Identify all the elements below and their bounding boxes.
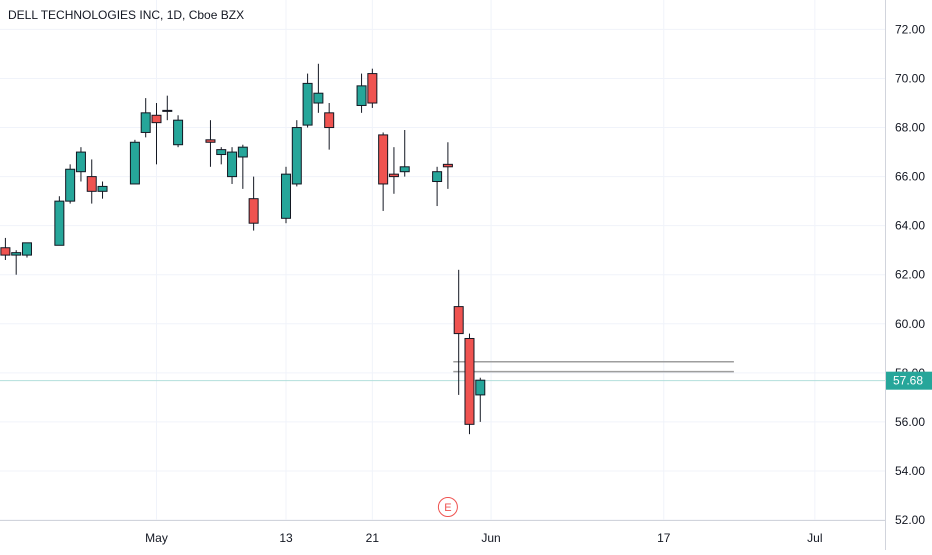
y-tick-label: 54.00 xyxy=(895,464,925,478)
candle-body xyxy=(313,92,324,104)
candle-body xyxy=(11,252,22,256)
y-tick-label: 66.00 xyxy=(895,170,925,184)
candle-body xyxy=(65,168,76,202)
candle-body xyxy=(453,306,464,335)
candle-body xyxy=(0,247,11,256)
candle-body xyxy=(205,139,216,143)
earnings-event-label: E xyxy=(444,502,451,514)
y-tick-label: 52.00 xyxy=(895,513,925,527)
candle-body xyxy=(75,151,86,173)
y-tick-label: 70.00 xyxy=(895,71,925,85)
candle-body xyxy=(388,173,399,178)
candle-body xyxy=(291,127,302,185)
candle-body xyxy=(248,198,259,224)
candle-body xyxy=(237,146,248,158)
drawing-layer xyxy=(0,361,885,382)
marker-layer: 57.68 E xyxy=(437,371,932,517)
candle-body xyxy=(464,337,475,425)
candle-body xyxy=(162,109,173,112)
symbol-title: DELL TECHNOLOGIES INC, 1D, Cboe BZX xyxy=(8,8,245,22)
candle-body xyxy=(227,151,238,178)
x-tick-label: 13 xyxy=(279,531,293,545)
y-tick-label: 60.00 xyxy=(895,317,925,331)
earnings-event-icon xyxy=(437,497,458,517)
y-tick-label: 62.00 xyxy=(895,268,925,282)
candle-body xyxy=(378,134,389,185)
candle-body xyxy=(97,185,108,192)
last-price-label: 57.68 xyxy=(893,374,923,388)
x-tick-label: 21 xyxy=(366,531,380,545)
candle-layer xyxy=(0,63,486,435)
y-tick-label: 64.00 xyxy=(895,219,925,233)
x-tick-label: Jul xyxy=(807,531,822,545)
grid-layer xyxy=(0,0,885,521)
candle-body xyxy=(54,200,65,246)
candle-body xyxy=(475,379,486,396)
candle-body xyxy=(302,82,313,126)
candle-body xyxy=(216,149,227,156)
x-tick-label: May xyxy=(145,531,168,545)
y-tick-label: 68.00 xyxy=(895,121,925,135)
last-price-badge xyxy=(886,371,932,390)
candle-body xyxy=(442,163,453,168)
candle-body xyxy=(140,112,151,133)
y-tick-label: 72.00 xyxy=(895,22,925,36)
candle-body xyxy=(173,119,184,146)
candle-body xyxy=(129,141,140,185)
candle-body xyxy=(86,176,97,192)
candle-body xyxy=(21,242,32,256)
candle-body xyxy=(367,73,378,104)
x-tick-label: 17 xyxy=(657,531,671,545)
candle-body xyxy=(324,112,335,129)
candle-body xyxy=(356,85,367,106)
candle-body xyxy=(399,166,410,173)
candle-body xyxy=(432,171,443,183)
candle-body xyxy=(151,114,162,124)
y-tick-label: 56.00 xyxy=(895,415,925,429)
candle-body xyxy=(281,173,292,219)
x-tick-label: Jun xyxy=(481,531,500,545)
